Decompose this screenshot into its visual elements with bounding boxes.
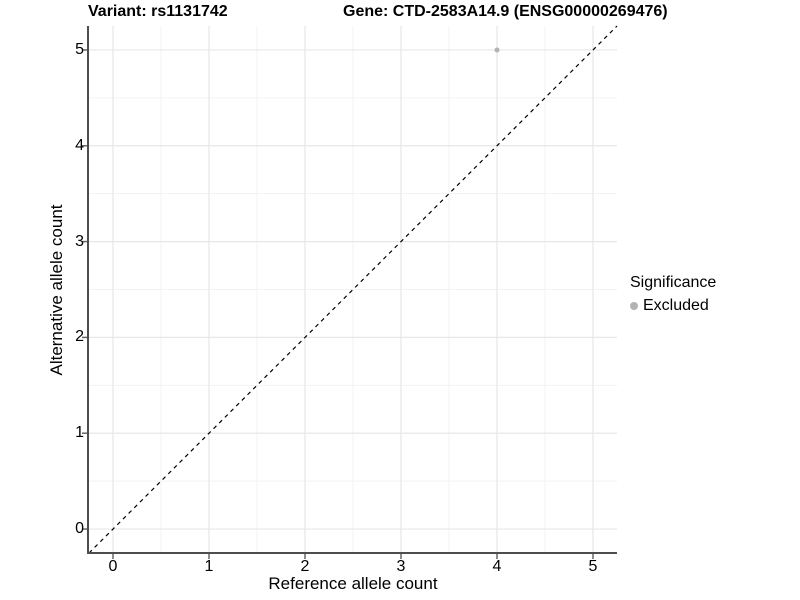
legend-entry-excluded: Excluded [630, 297, 716, 315]
gene-title: Gene: CTD-2583A14.9 (ENSG00000269476) [343, 3, 668, 20]
x-tick-label: 0 [108, 558, 118, 575]
x-tick-label: 2 [300, 558, 310, 575]
x-tick-label: 1 [204, 558, 214, 575]
y-tick-label: 1 [75, 424, 84, 442]
legend-point-icon [630, 302, 638, 310]
y-tick-label: 3 [75, 232, 84, 250]
y-tick-label: 2 [75, 328, 84, 346]
x-tick-label: 4 [492, 558, 502, 575]
variant-title: Variant: rs1131742 [88, 3, 228, 20]
legend: Significance Excluded [630, 274, 716, 315]
legend-title: Significance [630, 274, 717, 291]
x-tick-label: 5 [588, 558, 598, 575]
y-axis-title: Alternative allele count [47, 204, 66, 376]
x-axis-title: Reference allele count [268, 574, 438, 593]
y-tick-label: 4 [75, 136, 84, 154]
data-point [494, 47, 500, 53]
y-tick-label: 5 [75, 40, 84, 58]
x-tick-label: 3 [396, 558, 406, 575]
legend-entry-label: Excluded [643, 297, 709, 314]
y-tick-label: 0 [75, 520, 84, 538]
